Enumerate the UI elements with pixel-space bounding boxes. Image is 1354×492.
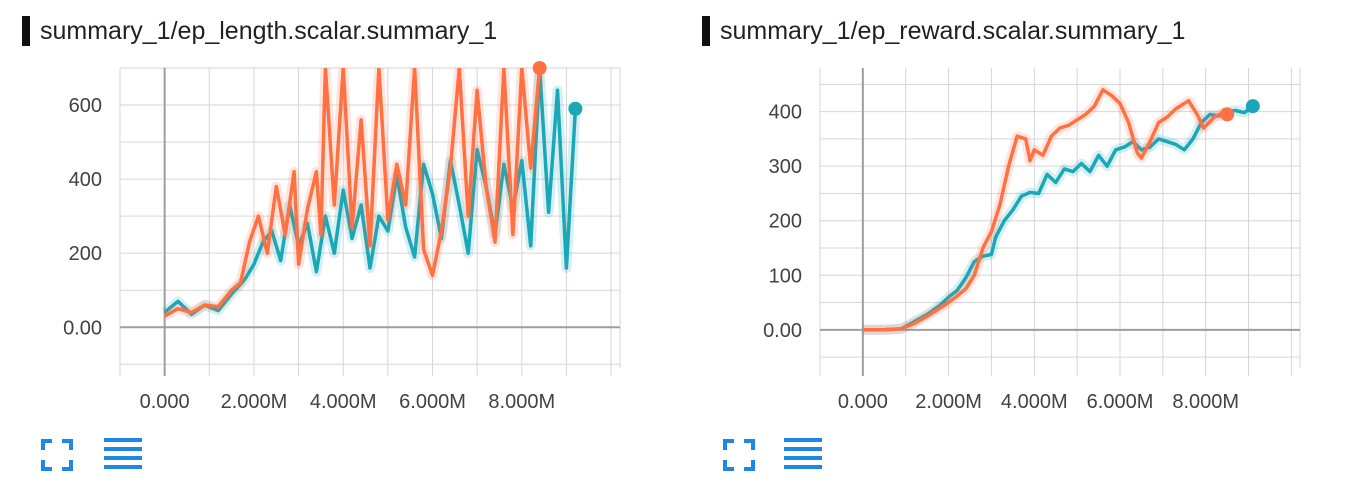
line-chart-ep-length[interactable]: 0.000 2.000M 4.000M 6.000M 8.000M 0.00 200 400 6…	[0, 0, 660, 430]
series-end-point[interactable]	[568, 101, 583, 116]
x-tick-label: 4.000M	[1001, 391, 1068, 413]
x-tick-label: 6.000M	[1087, 391, 1154, 413]
x-tick-label: 0.000	[838, 391, 888, 413]
y-tick-label: 400	[769, 102, 802, 124]
series-end-point[interactable]	[532, 61, 547, 75]
y-tick-label: 0.00	[763, 320, 802, 342]
series-raw-band	[862, 84, 1229, 335]
title-marker	[702, 16, 710, 46]
fullscreen-button[interactable]	[38, 436, 76, 474]
list-lines-icon	[784, 438, 822, 469]
chart-title: summary_1/ep_reward.scalar.summary_1	[720, 16, 1186, 45]
series-line[interactable]	[163, 68, 542, 318]
y-tick-label: 0.00	[63, 317, 102, 339]
y-tick-label: 200	[769, 211, 802, 233]
series-end-point[interactable]	[1220, 107, 1235, 122]
chart-title: summary_1/ep_length.scalar.summary_1	[40, 16, 498, 45]
x-tick-label: 8.000M	[488, 391, 555, 413]
y-tick-label: 400	[69, 169, 102, 191]
chart-card-ep-length: summary_1/ep_length.scalar.summary_1 0.0…	[0, 0, 660, 492]
series-group	[162, 68, 545, 321]
series-end-point[interactable]	[1245, 99, 1260, 114]
series-group	[862, 102, 1256, 335]
fullscreen-icon	[41, 439, 73, 471]
y-tick-label: 100	[769, 265, 802, 287]
series-line[interactable]	[862, 88, 1228, 332]
x-tick-label: 2.000M	[221, 391, 288, 413]
x-tick-label: 6.000M	[399, 391, 466, 413]
x-tick-label: 0.000	[140, 391, 190, 413]
fullscreen-button[interactable]	[720, 436, 758, 474]
list-lines-icon	[104, 438, 142, 469]
chart-title-bar: summary_1/ep_length.scalar.summary_1	[22, 16, 497, 46]
chart-card-ep-reward: summary_1/ep_reward.scalar.summary_1 0.0…	[680, 0, 1340, 492]
series-group	[862, 84, 1229, 335]
title-marker	[22, 16, 30, 46]
toggle-log-scale-button[interactable]	[104, 436, 142, 474]
y-tick-label: 600	[69, 95, 102, 117]
chart-title-bar: summary_1/ep_reward.scalar.summary_1	[702, 16, 1185, 46]
x-tick-label: 8.000M	[1172, 391, 1239, 413]
y-tick-label: 300	[769, 156, 802, 178]
line-chart-ep-reward[interactable]: 0.000 2.000M 4.000M 6.000M 8.000M 0.00 100 200 3…	[680, 0, 1340, 430]
x-tick-label: 2.000M	[915, 391, 982, 413]
y-tick-label: 200	[69, 243, 102, 265]
toggle-log-scale-button[interactable]	[784, 436, 822, 474]
series-line[interactable]	[862, 104, 1254, 332]
x-tick-label: 4.000M	[310, 391, 377, 413]
fullscreen-icon	[723, 439, 755, 471]
